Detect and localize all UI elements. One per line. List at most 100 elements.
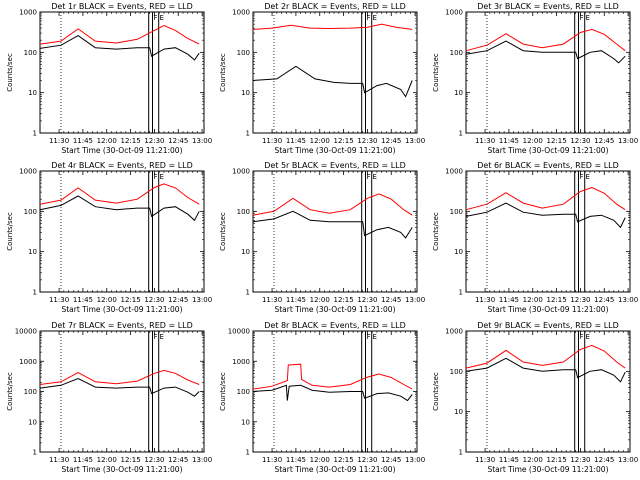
y-axis-label: Counts/sec	[432, 372, 440, 411]
y-tick-label: 1	[33, 289, 37, 297]
flare-marker-label: E	[373, 173, 377, 181]
x-tick-label: 11:45	[499, 296, 519, 304]
y-tick-label: 1	[246, 449, 250, 457]
x-tick-label: 12:45	[594, 137, 614, 145]
x-tick-label: 12:15	[546, 137, 566, 145]
events-series-line	[252, 65, 413, 98]
y-axis-label: Counts/sec	[432, 53, 440, 92]
x-tick-label: 12:45	[594, 456, 614, 464]
panel-title: Det 7r BLACK = Events, RED = LLD	[51, 321, 193, 330]
x-tick-label: 13:00	[618, 456, 638, 464]
flare-marker-label: E	[586, 14, 590, 22]
panel-title: Det 2r BLACK = Events, RED = LLD	[264, 2, 406, 11]
y-tick-label: 1	[33, 449, 37, 457]
y-axis-label: Counts/sec	[219, 372, 227, 411]
x-tick-label: 13:00	[192, 137, 212, 145]
detector-panel: Det 2r BLACK = Events, RED = LLD Counts/s…	[219, 2, 425, 155]
y-tick-label: 1000	[19, 168, 37, 176]
y-tick-label: 100	[24, 49, 37, 57]
y-tick-label: 1	[246, 130, 250, 138]
y-tick-label: 10	[28, 248, 37, 256]
x-tick-label: 12:30	[570, 456, 590, 464]
y-tick-label: 100	[450, 368, 463, 376]
x-tick-label: 11:30	[262, 296, 282, 304]
x-tick-label: 12:00	[97, 296, 117, 304]
y-tick-label: 1000	[232, 168, 250, 176]
x-axis-label: Start Time (30-Oct-09 11:21:00)	[487, 146, 608, 155]
x-tick-label: 13:00	[192, 296, 212, 304]
y-tick-label: 1000	[232, 358, 250, 366]
y-tick-label: 1000	[445, 168, 463, 176]
x-tick-label: 11:30	[475, 456, 495, 464]
x-tick-label: 12:30	[357, 137, 377, 145]
x-tick-label: 11:30	[49, 456, 69, 464]
lld-series-line	[465, 186, 626, 211]
y-axis-label: Counts/sec	[6, 372, 14, 411]
x-tick-label: 12:45	[381, 296, 401, 304]
flare-marker-label: F	[154, 173, 158, 181]
plot-frame	[465, 170, 631, 293]
x-tick-label: 11:45	[286, 137, 306, 145]
plot-frame	[39, 330, 205, 453]
y-tick-label: 100	[450, 208, 463, 216]
flare-marker-label: F	[580, 333, 584, 341]
x-tick-label: 11:30	[475, 137, 495, 145]
x-tick-label: 12:15	[120, 456, 140, 464]
y-tick-label: 1	[33, 130, 37, 138]
x-tick-label: 12:15	[546, 296, 566, 304]
events-series-line	[465, 357, 626, 383]
y-tick-label: 10	[454, 248, 463, 256]
lld-series-line	[39, 25, 200, 45]
panel-title: Det 4r BLACK = Events, RED = LLD	[51, 161, 193, 170]
x-tick-label: 13:00	[405, 296, 425, 304]
x-tick-label: 12:30	[570, 296, 590, 304]
x-tick-label: 12:45	[594, 296, 614, 304]
y-tick-label: 10	[241, 89, 250, 97]
x-axis-label: Start Time (30-Oct-09 11:21:00)	[274, 465, 395, 474]
x-tick-label: 13:00	[618, 137, 638, 145]
lld-series-line	[252, 23, 413, 30]
y-tick-label: 100	[237, 208, 250, 216]
flare-marker-label: E	[373, 333, 377, 341]
x-tick-label: 11:45	[499, 456, 519, 464]
y-tick-label: 10	[454, 89, 463, 97]
x-tick-label: 11:30	[475, 296, 495, 304]
events-series-line	[39, 377, 200, 397]
plot-frame	[465, 11, 631, 134]
y-tick-label: 100	[450, 49, 463, 57]
y-tick-label: 1	[459, 130, 463, 138]
x-axis-label: Start Time (30-Oct-09 11:21:00)	[61, 465, 182, 474]
detector-panel: Det 1r BLACK = Events, RED = LLD Counts/s…	[6, 2, 212, 155]
plot-frame	[252, 330, 418, 453]
flare-marker-label: E	[373, 14, 377, 22]
x-axis-label: Start Time (30-Oct-09 11:21:00)	[61, 305, 182, 314]
flare-marker-label: E	[586, 173, 590, 181]
x-tick-label: 13:00	[618, 296, 638, 304]
x-tick-label: 11:45	[73, 456, 93, 464]
x-tick-label: 13:00	[405, 137, 425, 145]
x-tick-label: 11:45	[286, 456, 306, 464]
x-tick-label: 12:15	[120, 137, 140, 145]
flare-marker-label: F	[154, 333, 158, 341]
detector-panel: Det 4r BLACK = Events, RED = LLD Counts/s…	[6, 161, 212, 314]
flare-marker-label: E	[160, 173, 164, 181]
y-tick-label: 10000	[228, 328, 250, 336]
x-axis-label: Start Time (30-Oct-09 11:21:00)	[274, 146, 395, 155]
x-tick-label: 12:45	[381, 456, 401, 464]
lld-series-line	[39, 183, 200, 205]
panel-title: Det 8r BLACK = Events, RED = LLD	[264, 321, 406, 330]
events-series-line	[39, 195, 200, 222]
x-tick-label: 12:15	[546, 456, 566, 464]
y-tick-label: 1	[459, 449, 463, 457]
plot-frame	[252, 170, 418, 293]
y-tick-label: 10000	[15, 328, 37, 336]
x-tick-label: 12:00	[523, 137, 543, 145]
x-tick-label: 12:30	[570, 137, 590, 145]
y-tick-label: 10	[28, 89, 37, 97]
x-tick-label: 12:45	[381, 137, 401, 145]
events-series-line	[39, 35, 200, 61]
x-tick-label: 12:00	[97, 137, 117, 145]
events-series-line	[465, 202, 626, 229]
x-tick-label: 12:00	[310, 137, 330, 145]
flare-marker-label: F	[154, 14, 158, 22]
